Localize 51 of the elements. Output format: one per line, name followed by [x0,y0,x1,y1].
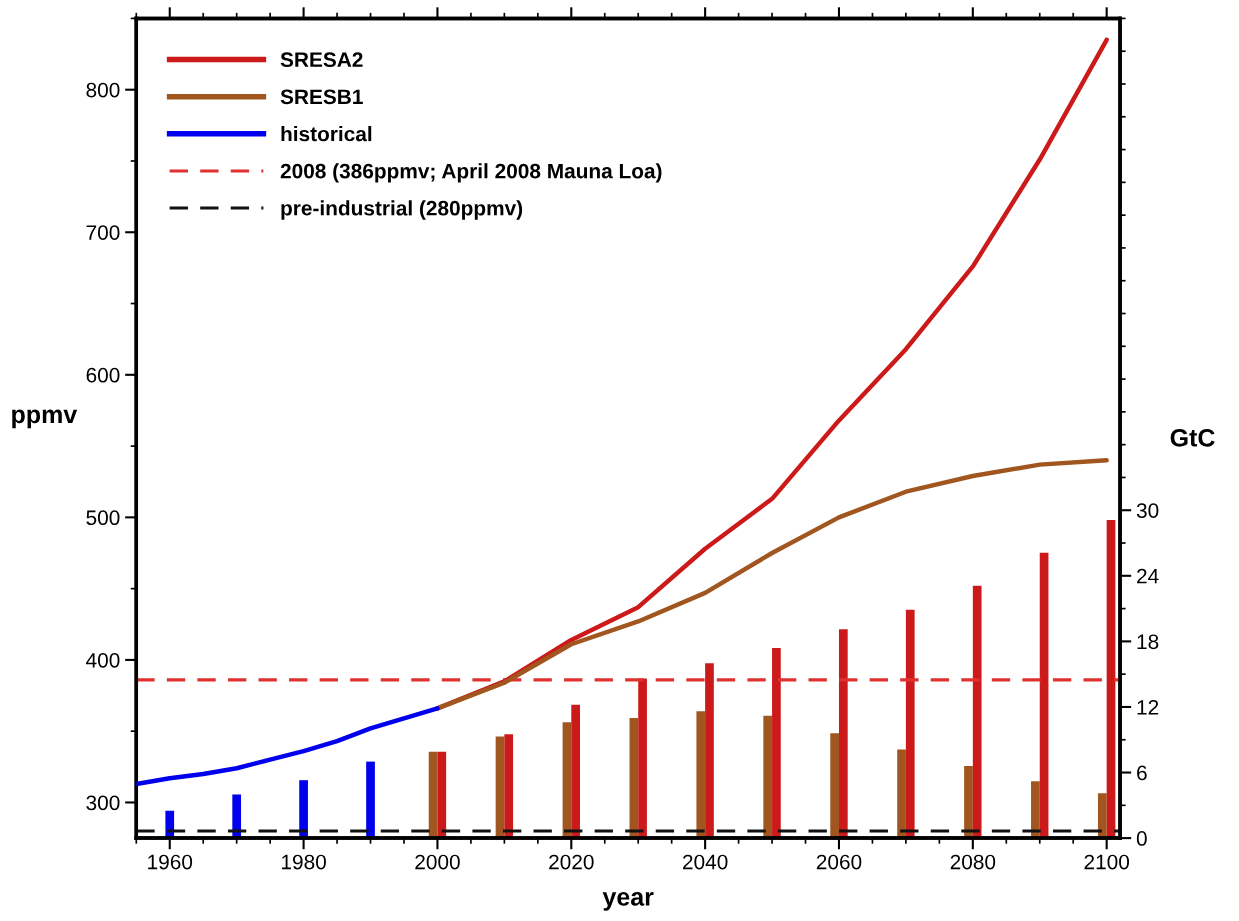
bar [763,715,773,839]
line-series [136,706,440,787]
bar [571,704,580,839]
bar [504,734,514,839]
bar [638,678,647,839]
bar [366,761,375,839]
y-tick-label: 400 [86,652,120,668]
bar [696,711,706,839]
legend-label: SRESA2 [280,52,363,68]
x-tick-label: 2060 [816,854,862,870]
y-tick-label: 300 [86,795,120,811]
y2-tick-label: 6 [1137,765,1147,781]
bar [772,647,781,839]
y-tick-label: 600 [86,367,120,383]
y2-tick-label: 24 [1137,568,1159,584]
bar [964,765,973,839]
bar [1031,781,1040,839]
bar [1039,552,1049,839]
y2-tick-label: 0 [1136,831,1147,846]
y2-tick-label: 30 [1136,503,1159,518]
y-tick-label: 700 [86,225,120,241]
bar [232,794,242,839]
bar [1106,520,1116,839]
y2-tick-label: 12 [1137,699,1159,715]
legend-label: historical [281,126,372,142]
legend-label: 2008 (386ppmv; April 2008 Mauna Loa) [280,163,662,183]
bar [838,629,848,839]
bar [299,780,308,839]
x-axis-title: year [602,892,654,911]
x-tick-label: 2100 [1084,854,1130,870]
bar [1097,793,1107,839]
bar [830,733,839,839]
bar [437,751,447,839]
x-tick-label: 1980 [282,854,326,870]
x-tick-label: 2000 [415,854,460,870]
y2-axis-title: GtC [1170,428,1215,447]
legend-label: SRESB1 [280,89,363,105]
bar [705,663,714,839]
y-tick-label: 500 [86,510,120,526]
y2-tick-label: 18 [1137,634,1159,650]
x-tick-label: 2080 [950,854,996,870]
x-tick-label: 2020 [549,854,594,870]
bar [897,749,906,839]
bar [972,585,982,839]
x-tick-label: 2040 [683,854,728,870]
bar [905,609,915,839]
bar [495,736,505,839]
y-tick-label: 800 [86,82,120,98]
y-axis-title: ppmv [12,409,78,429]
legend-label: pre-industrial (280ppmv) [281,200,523,220]
x-tick-label: 1960 [148,854,193,870]
